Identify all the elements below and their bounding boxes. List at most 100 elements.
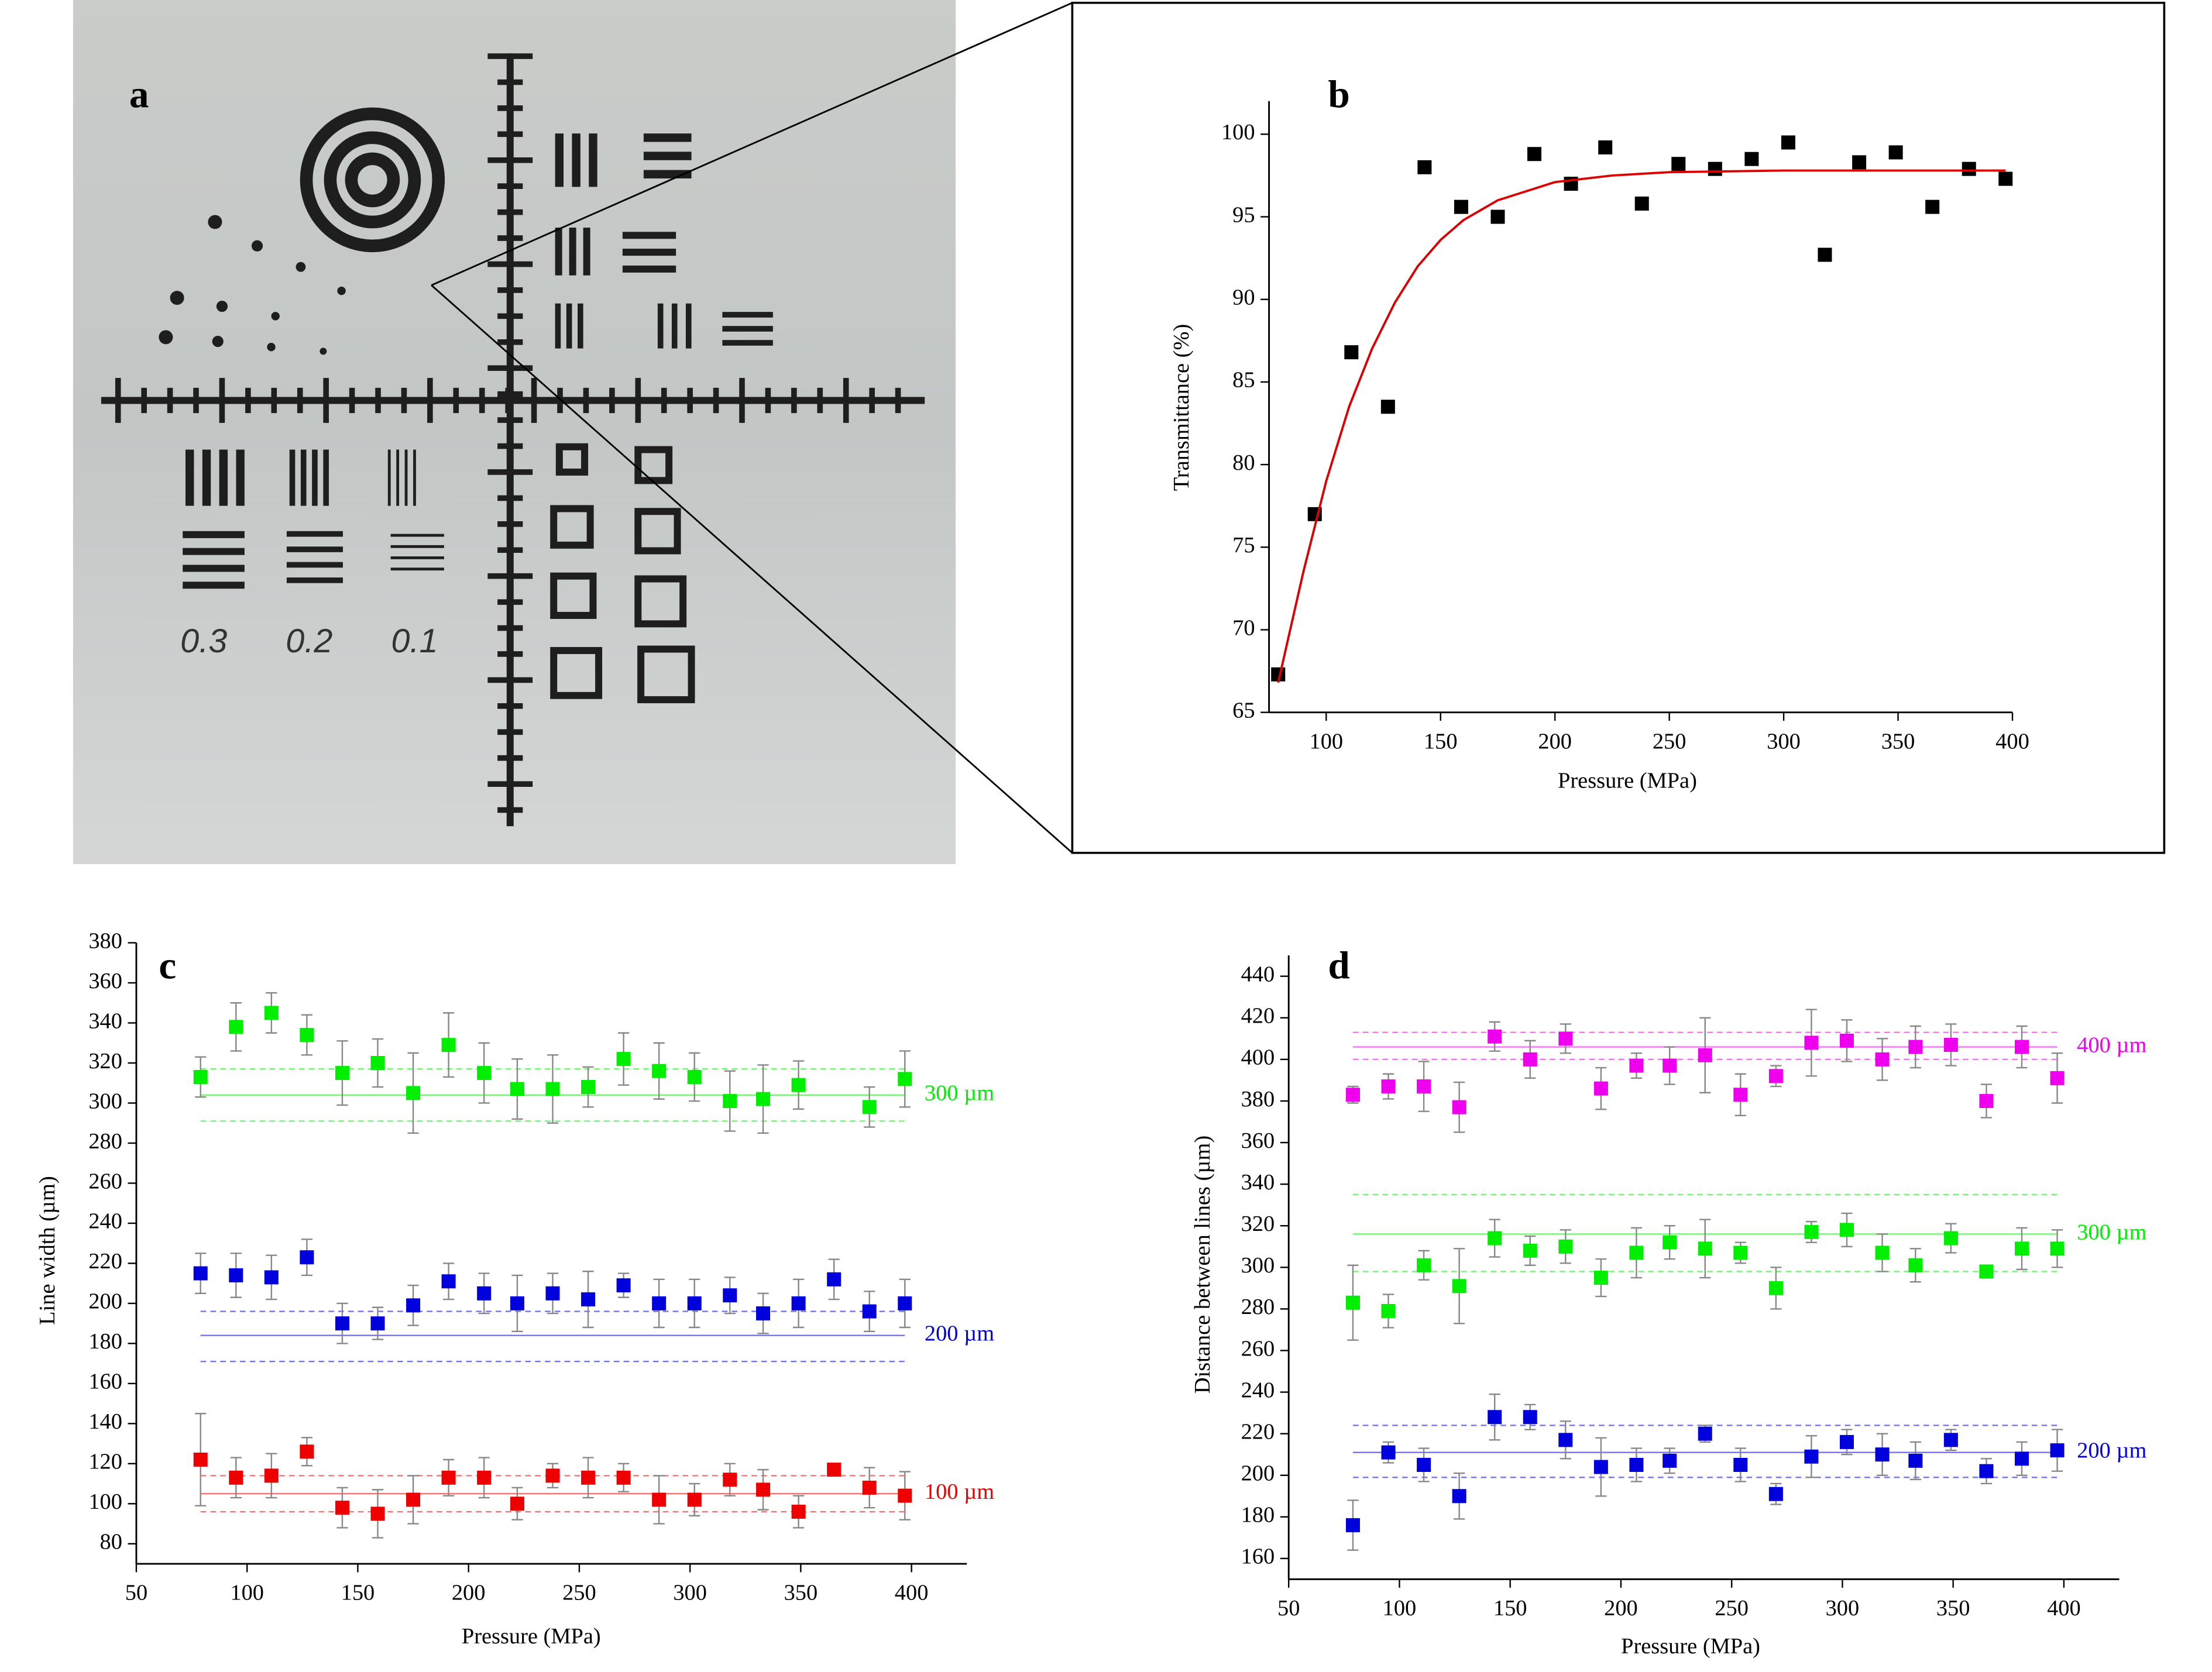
- y-axis-label: Line width (µm): [35, 1176, 60, 1325]
- point: [862, 1480, 877, 1495]
- point: [791, 1296, 806, 1310]
- panel-label: b: [1328, 73, 1349, 116]
- point: [1663, 1453, 1677, 1468]
- point: [1593, 1081, 1608, 1096]
- y-tick-label: 80: [100, 1530, 122, 1554]
- point: [1593, 1271, 1608, 1285]
- point: [406, 1298, 421, 1313]
- point: [193, 1452, 208, 1467]
- point: [1979, 1464, 1994, 1478]
- y-tick-label: 300: [1241, 1253, 1275, 1278]
- point: [2014, 1451, 2029, 1466]
- y-tick-label: 160: [88, 1370, 122, 1394]
- point: [1979, 1093, 1994, 1108]
- point: [723, 1288, 737, 1303]
- x-tick-label: 100: [1383, 1596, 1417, 1621]
- photo: [73, 0, 956, 865]
- x-tick-label: 350: [1936, 1596, 1970, 1621]
- x-tick-label: 350: [784, 1581, 818, 1605]
- y-tick-label: 90: [1232, 285, 1255, 310]
- point: [756, 1306, 771, 1321]
- point: [441, 1274, 456, 1289]
- point: [1523, 1243, 1537, 1258]
- point: [300, 1028, 314, 1043]
- point: [1523, 1052, 1537, 1066]
- y-tick-label: 320: [88, 1049, 122, 1074]
- point: [193, 1069, 208, 1084]
- x-tick-label: 250: [1653, 729, 1687, 754]
- y-tick-label: 360: [88, 969, 122, 993]
- point: [827, 1463, 841, 1477]
- x-tick-label: 100: [230, 1581, 264, 1605]
- point: [1925, 199, 1940, 214]
- point: [545, 1468, 560, 1483]
- y-tick-label: 160: [1241, 1544, 1275, 1569]
- x-tick-label: 200: [452, 1581, 486, 1605]
- point: [1452, 1279, 1466, 1293]
- point: [898, 1296, 912, 1310]
- y-tick-label: 200: [1241, 1461, 1275, 1486]
- point: [1804, 1224, 1819, 1239]
- series-label: 400 µm: [2077, 1033, 2146, 1057]
- point: [723, 1473, 737, 1487]
- point: [1908, 1258, 1923, 1272]
- y-tick-label: 100: [88, 1489, 122, 1514]
- point: [1839, 1033, 1854, 1048]
- point: [1733, 1457, 1748, 1473]
- point: [477, 1286, 492, 1301]
- point: [441, 1038, 456, 1052]
- y-tick-label: 200: [88, 1289, 122, 1314]
- point: [1908, 1040, 1923, 1054]
- point: [1452, 1100, 1466, 1114]
- point: [1908, 1453, 1923, 1468]
- y-tick-label: 180: [88, 1329, 122, 1354]
- y-tick-label: 320: [1241, 1212, 1275, 1236]
- point: [1454, 199, 1468, 214]
- point: [1598, 140, 1613, 154]
- point: [1943, 1433, 1958, 1447]
- y-tick-label: 140: [88, 1409, 122, 1434]
- y-tick-label: 100: [1221, 120, 1255, 145]
- point: [1818, 247, 1832, 262]
- series-label: 100 µm: [925, 1480, 994, 1504]
- y-tick-label: 360: [1241, 1129, 1275, 1153]
- point: [898, 1488, 912, 1503]
- y-tick-label: 80: [1232, 450, 1255, 475]
- scale-label: 0.2: [286, 622, 332, 660]
- point: [723, 1094, 737, 1109]
- scale-label: 0.3: [180, 622, 227, 660]
- point: [1344, 345, 1359, 360]
- point: [1345, 1518, 1360, 1533]
- y-tick-label: 120: [88, 1450, 122, 1474]
- point: [1345, 1088, 1360, 1102]
- y-tick-label: 340: [1241, 1170, 1275, 1195]
- point: [1804, 1035, 1819, 1050]
- point: [1839, 1223, 1854, 1237]
- point: [1452, 1489, 1466, 1504]
- x-tick-label: 250: [1715, 1596, 1749, 1621]
- point: [1488, 1029, 1502, 1044]
- point: [477, 1066, 492, 1081]
- point: [510, 1296, 524, 1310]
- point: [1663, 1058, 1677, 1073]
- y-tick-label: 340: [88, 1009, 122, 1033]
- point: [1768, 1487, 1783, 1501]
- y-tick-label: 300: [88, 1089, 122, 1113]
- point: [1839, 1434, 1854, 1449]
- x-tick-label: 250: [562, 1581, 596, 1605]
- y-tick-label: 400: [1241, 1045, 1275, 1070]
- point: [827, 1272, 841, 1286]
- x-tick-label: 200: [1538, 729, 1572, 754]
- point: [264, 1468, 279, 1483]
- x-tick-label: 150: [1493, 1596, 1527, 1621]
- point: [229, 1268, 243, 1282]
- point: [616, 1278, 631, 1293]
- x-axis-label: Pressure (MPa): [1558, 769, 1697, 793]
- point: [581, 1292, 596, 1307]
- point: [1698, 1426, 1712, 1441]
- point: [1527, 147, 1542, 161]
- y-tick-label: 220: [88, 1249, 122, 1274]
- point: [2050, 1241, 2065, 1256]
- y-tick-label: 70: [1232, 615, 1255, 640]
- point: [1634, 196, 1649, 211]
